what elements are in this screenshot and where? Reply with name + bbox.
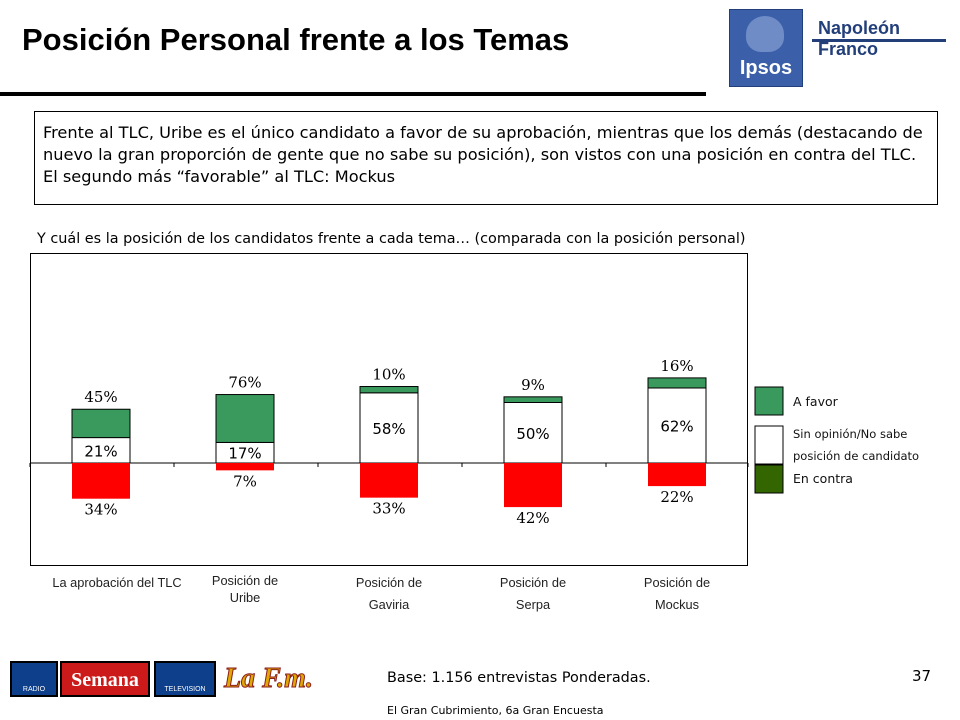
legend-label-2: En contra	[793, 471, 853, 486]
logo-head-shape	[746, 16, 784, 52]
label-favor-3: 9%	[521, 376, 545, 394]
rcn-tv-text: TELEVISION	[164, 686, 206, 693]
sample-base: Base: 1.156 entrevistas Ponderadas.	[387, 670, 651, 686]
logo-wordmark: Ipsos	[739, 57, 793, 79]
bar-contra-1	[216, 463, 274, 471]
label-contra-4: 22%	[660, 488, 693, 506]
page-title: Posición Personal frente a los Temas	[22, 22, 570, 57]
x-category-label-4: Posición de Mockus	[643, 575, 711, 612]
legend-swatch-1	[754, 425, 784, 465]
label-neutral-2: 58%	[372, 420, 405, 438]
la-fm-logo: La F.m.	[222, 661, 314, 697]
brand-name: Napoleón Franco	[818, 18, 901, 59]
title-divider	[0, 92, 706, 96]
legend-label-0: A favor	[793, 394, 838, 409]
source-note: El Gran Cubrimiento, 6a Gran Encuesta	[387, 704, 604, 717]
rcn-radio-logo: RADIO	[10, 661, 58, 697]
bar-contra-3	[504, 463, 562, 508]
label-contra-1: 7%	[233, 472, 257, 490]
brand-underline	[812, 39, 946, 42]
bar-contra-4	[648, 463, 706, 487]
bar-neutral-3	[503, 402, 563, 464]
rcn-radio-text: RADIO	[22, 686, 46, 693]
plot-frame	[30, 253, 748, 566]
la-fm-text: La F.m.	[224, 663, 314, 695]
page-number: 37	[912, 667, 932, 685]
legend-label-1: Sin opinión/No sabe posición de candidato	[793, 427, 920, 463]
chart-subtitle: Y cuál es la posición de los candidatos …	[37, 231, 746, 247]
bar-favor-3	[503, 396, 563, 403]
rcn-television-logo: TELEVISION	[154, 661, 216, 697]
bar-favor-1	[215, 394, 275, 443]
bar-favor-2	[359, 386, 419, 394]
bar-contra-0	[72, 463, 130, 499]
semana-text: Semana	[71, 669, 139, 691]
label-neutral-0: 21%	[84, 442, 117, 460]
label-favor-1: 76%	[228, 374, 261, 392]
bar-contra-2	[360, 463, 418, 498]
label-neutral-3: 50%	[516, 425, 549, 443]
summary-box: Frente al TLC, Uribe es el único candida…	[34, 111, 938, 205]
x-category-label-0: La aprobación del TLC	[52, 575, 182, 590]
label-contra-3: 42%	[516, 509, 549, 527]
ipsos-logo: Ipsos	[729, 9, 803, 87]
bar-favor-0	[71, 408, 131, 439]
x-category-label-2: Posición de Gaviria	[355, 575, 423, 612]
x-category-label-3: Posición de Serpa	[499, 575, 567, 612]
label-favor-0: 45%	[84, 388, 117, 406]
legend-swatch-0	[754, 386, 784, 416]
label-neutral-4: 62%	[660, 417, 693, 435]
x-category-label-1: Posición de Uribe	[211, 573, 279, 605]
bar-favor-4	[647, 377, 707, 389]
semana-logo: Semana	[60, 661, 150, 697]
label-contra-0: 34%	[84, 501, 117, 519]
label-contra-2: 33%	[372, 500, 405, 518]
bar-neutral-2	[359, 392, 419, 464]
label-favor-2: 10%	[372, 366, 405, 384]
label-favor-4: 16%	[660, 357, 693, 375]
legend-swatch-2	[754, 464, 784, 494]
label-neutral-1: 17%	[228, 445, 261, 463]
